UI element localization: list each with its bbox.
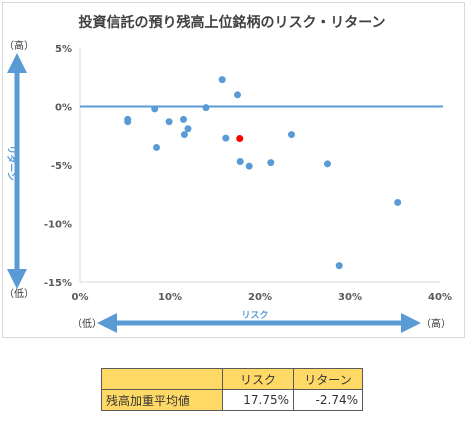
data-point [153,143,160,151]
y-axis-label: リターン [5,145,17,181]
x-axis-high-label: （高） [421,317,451,330]
data-point [335,262,343,270]
data-point [324,160,331,168]
weighted-average-point [236,135,244,143]
table-header-cell [101,368,223,390]
x-axis-label: リスク [241,310,268,321]
data-point [180,131,188,139]
chart-title: 投資信託の預り残高上位銘柄のリスク・リターン [78,14,385,31]
x-tick-label: 30% [338,292,362,303]
data-point [202,104,210,112]
data-point [124,118,132,126]
data-point [267,159,275,167]
x-axis-low-label: （低） [72,317,102,330]
data-point [165,118,173,126]
y-tick-label: -15% [44,278,72,289]
data-point [236,157,244,165]
table-row-label: 残高加重平均値 [101,389,223,411]
table-header-cell: リスク [222,368,294,390]
x-tick-label: 40% [428,292,452,303]
table-header-cell: リターン [293,368,363,390]
x-tick-label: 10% [158,292,182,303]
risk-value: 17.75% [222,389,294,411]
data-point [234,91,241,99]
table-row: 残高加重平均値 17.75% -2.74% [101,389,363,411]
data-point [245,162,253,170]
data-point [394,198,402,206]
y-tick-label: -5% [51,161,72,172]
x-tick-label: 20% [248,292,272,303]
chart-area: 投資信託の預り残高上位銘柄のリスク・リターン 5% 0% -5% -10% -15% 0%… [2,2,465,338]
scatter-chart: 投資信託の預り残高上位銘柄のリスク・リターン 5%0%-5%-10%-15%0%… [4,14,452,333]
data-point [180,115,187,123]
x-tick-label: 0% [72,292,89,303]
data-point [151,105,159,113]
table-header-row: リスク リターン [101,368,363,390]
data-point [222,134,230,142]
data-point [184,125,192,133]
weighted-average-table: リスク リターン 残高加重平均値 17.75% -2.74% [101,368,363,411]
y-tick-label: 5% [55,44,72,55]
data-point [288,131,295,139]
y-axis-high-label: （高） [4,39,34,52]
y-axis-low-label: （低） [4,287,34,300]
data-point [218,76,226,84]
y-tick-label: 0% [55,103,72,114]
y-tick-label: -10% [44,220,72,231]
return-value: -2.74% [293,389,363,411]
